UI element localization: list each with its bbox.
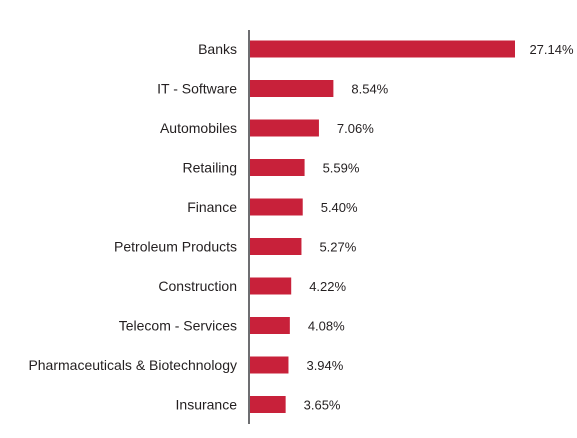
value-label-banks: 27.14% — [529, 42, 574, 57]
category-label-pharmaceuticals-biotechnology: Pharmaceuticals & Biotechnology — [28, 357, 237, 373]
value-label-petroleum-products: 5.27% — [319, 240, 356, 255]
bar-it-software — [250, 80, 334, 97]
value-labels: 27.14% 8.54% 7.06% 5.59% 5.40% 5.27% 4.22% 4.08… — [304, 42, 574, 413]
category-label-it-software: IT - Software — [157, 81, 237, 97]
bar-pharmaceuticals-biotechnology — [250, 356, 289, 374]
value-label-pharmaceuticals-biotechnology: 3.94% — [306, 358, 343, 373]
value-label-automobiles: 7.06% — [337, 121, 374, 136]
value-label-retailing: 5.59% — [323, 161, 360, 176]
category-label-retailing: Retailing — [183, 160, 237, 176]
value-label-insurance: 3.65% — [304, 398, 341, 413]
category-label-finance: Finance — [187, 199, 237, 215]
bar-retailing — [250, 159, 305, 176]
value-label-construction: 4.22% — [309, 279, 346, 294]
category-label-insurance: Insurance — [176, 397, 238, 413]
category-label-construction: Construction — [158, 278, 237, 294]
bar-telecom-services — [250, 317, 290, 334]
bar-banks — [250, 40, 515, 58]
bar-insurance — [250, 396, 286, 413]
category-label-automobiles: Automobiles — [160, 120, 237, 136]
bars-layer — [250, 40, 515, 413]
value-label-it-software: 8.54% — [351, 82, 388, 97]
value-label-finance: 5.40% — [321, 200, 358, 215]
category-label-petroleum-products: Petroleum Products — [114, 239, 237, 255]
category-label-telecom-services: Telecom - Services — [119, 318, 237, 334]
category-labels: Banks IT - Software Automobiles Retailing Fi… — [28, 41, 237, 413]
bar-finance — [250, 198, 303, 216]
value-label-telecom-services: 4.08% — [308, 319, 345, 334]
bar-petroleum-products — [250, 238, 302, 255]
bar-construction — [250, 277, 292, 295]
category-label-banks: Banks — [198, 41, 237, 57]
bar-automobiles — [250, 119, 319, 137]
